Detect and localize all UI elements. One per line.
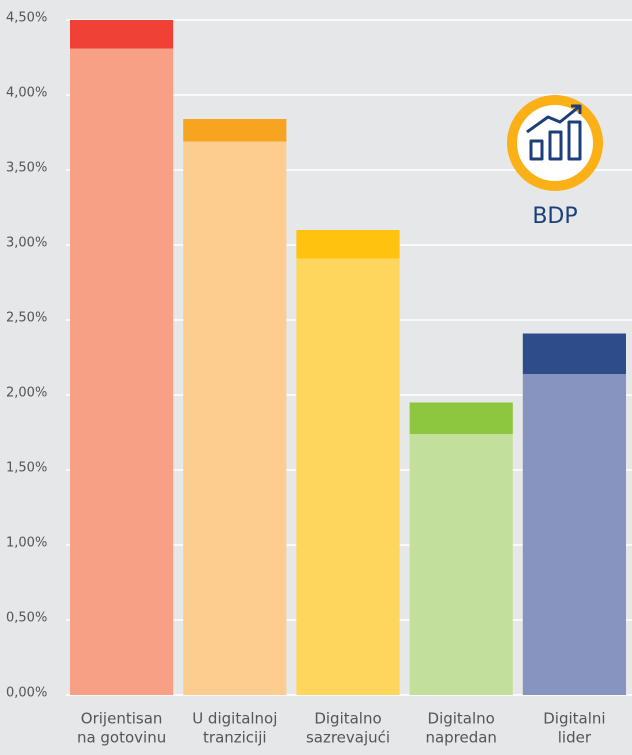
y-tick-label: 2,00% [6, 386, 47, 401]
y-tick-label: 1,50% [6, 461, 47, 476]
bdp-icon [507, 95, 603, 191]
bar-segment [183, 141, 287, 695]
bar-segment [70, 20, 174, 49]
y-tick-label: 4,50% [6, 11, 47, 26]
x-tick-label: Digitalni [543, 710, 605, 728]
bar-segment [296, 230, 400, 259]
y-tick-label: 2,50% [6, 311, 47, 326]
bar-segment [409, 402, 513, 434]
x-tick-label: tranziciji [203, 729, 267, 747]
bar-segment [183, 119, 287, 142]
x-tick-label: Orijentisan [81, 710, 163, 728]
y-tick-label: 3,50% [6, 161, 47, 176]
x-tick-label: Digitalno [428, 710, 495, 728]
x-tick-label: napredan [425, 729, 497, 747]
bar-segment [522, 333, 626, 374]
x-tick-label: U digitalnoj [192, 710, 277, 728]
y-tick-label: 4,00% [6, 86, 47, 101]
y-tick-label: 3,00% [6, 236, 47, 251]
x-tick-label: Digitalno [314, 710, 381, 728]
y-tick-label: 0,00% [6, 686, 47, 701]
x-tick-label: na gotovinu [77, 729, 166, 747]
annotation: BDP [532, 204, 577, 229]
y-tick-label: 0,50% [6, 611, 47, 626]
bar-segment [296, 258, 400, 695]
x-tick-label: sazrevajući [306, 729, 390, 747]
y-tick-label: 1,00% [6, 536, 47, 551]
x-tick-label: lider [558, 729, 592, 747]
bar-segment [409, 434, 513, 695]
bar-segment [522, 374, 626, 695]
bar-segment [70, 48, 174, 695]
